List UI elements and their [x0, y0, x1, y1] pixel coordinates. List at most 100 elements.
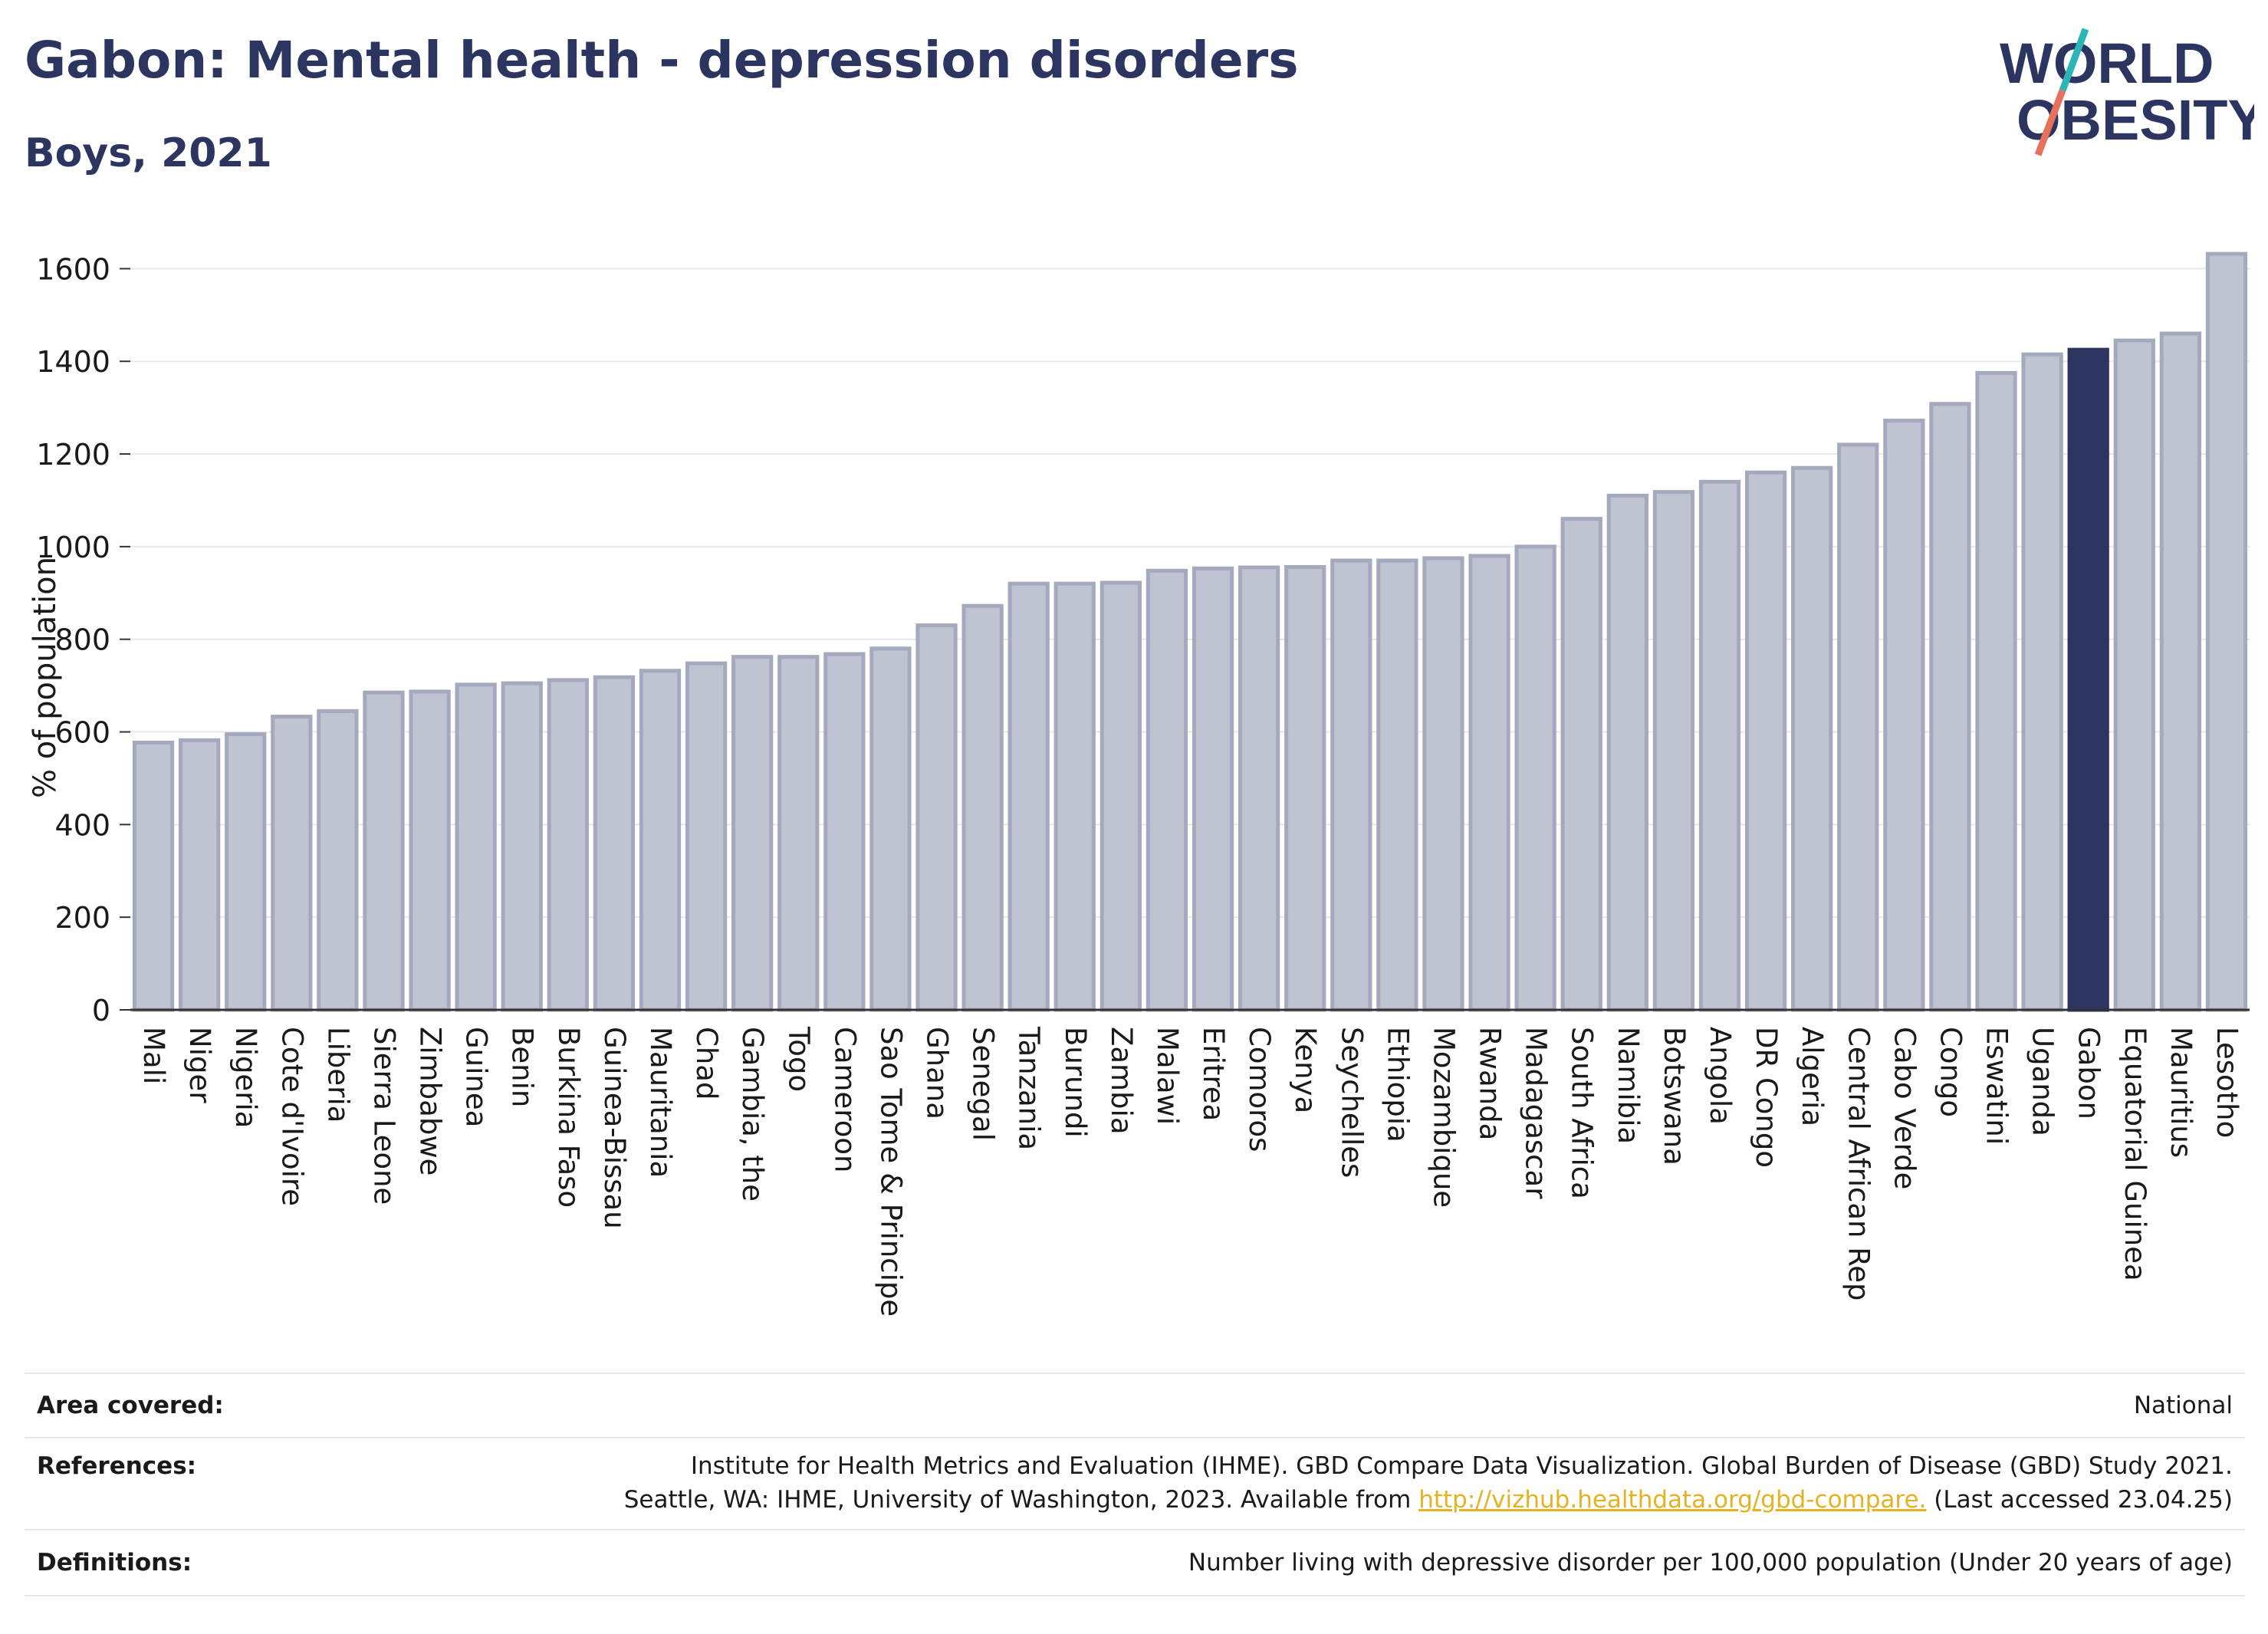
x-tick-label: Zambia — [1105, 1027, 1138, 1135]
references-link[interactable]: http://vizhub.healthdata.org/gbd-compare… — [1418, 1486, 1927, 1514]
x-tick-label: DR Congo — [1750, 1027, 1783, 1168]
x-tick-label: Angola — [1704, 1027, 1737, 1125]
bar — [2159, 331, 2202, 1012]
x-tick-label: Benin — [506, 1027, 539, 1107]
references-line2: Seattle, WA: IHME, University of Washing… — [624, 1483, 2233, 1517]
bar — [547, 678, 589, 1012]
bar — [915, 623, 958, 1012]
bar — [132, 740, 175, 1012]
y-tick-label: 200 — [54, 901, 110, 935]
area-covered-label: Area covered: — [37, 1392, 224, 1419]
x-tick-label: Cote d'Ivoire — [275, 1027, 308, 1206]
definitions-value: Number living with depressive disorder p… — [1188, 1549, 2233, 1576]
x-tick-label: Tanzania — [1013, 1026, 1046, 1150]
y-tick-label: 1200 — [36, 438, 110, 472]
y-tick-label: 0 — [92, 994, 110, 1027]
world-obesity-logo: WORLD OBESITY — [2000, 28, 2254, 156]
bar — [1698, 479, 1741, 1012]
bar — [1192, 566, 1234, 1012]
x-tick-label: Equatorial Guinea — [2118, 1027, 2151, 1281]
bar — [271, 715, 313, 1012]
x-tick-labels: Mali Niger Nigeria Cote d'Ivoire Liberia Sier… — [137, 1026, 2243, 1317]
bar — [178, 738, 221, 1012]
bar — [1929, 402, 1971, 1012]
bar — [409, 689, 451, 1012]
bar — [777, 655, 820, 1012]
bar — [363, 690, 405, 1012]
area-covered-row: Area covered: National — [25, 1373, 2245, 1437]
bar — [1376, 558, 1418, 1012]
bar — [823, 652, 866, 1012]
bar — [2021, 352, 2063, 1012]
x-tick-label: Eritrea — [1197, 1027, 1230, 1121]
bar — [1837, 442, 1879, 1012]
references-line1: Institute for Health Metrics and Evaluat… — [690, 1452, 2233, 1480]
x-tick-label: Eswatini — [1980, 1027, 2013, 1145]
x-tick-label: Ethiopia — [1381, 1027, 1414, 1142]
x-tick-label: Cabo Verde — [1888, 1027, 1921, 1189]
x-tick-label: Nigeria — [229, 1027, 262, 1128]
bar — [961, 603, 1004, 1012]
y-tick-label: 800 — [54, 623, 110, 657]
x-tick-label: Congo — [1934, 1027, 1967, 1117]
info-table: Area covered: National References: Insti… — [25, 1373, 2245, 1596]
bar — [455, 682, 497, 1012]
definitions-label: Definitions: — [37, 1549, 192, 1576]
y-tick-label: 1400 — [36, 345, 110, 379]
x-tick-label: Namibia — [1612, 1027, 1645, 1144]
bar — [1053, 581, 1096, 1012]
bar — [1422, 556, 1464, 1012]
bar — [1744, 470, 1787, 1012]
x-tick-label: Algeria — [1796, 1027, 1829, 1126]
bar — [869, 646, 912, 1012]
x-tick-label: Rwanda — [1474, 1027, 1507, 1140]
bar — [1975, 370, 2017, 1012]
x-tick-label: Mali — [137, 1027, 170, 1084]
x-tick-label: Malawi — [1151, 1027, 1184, 1125]
logo-slash-teal — [2059, 28, 2089, 92]
x-tick-label: Comoros — [1243, 1027, 1276, 1152]
x-tick-label: Zimbabwe — [414, 1027, 447, 1175]
bar — [225, 732, 267, 1012]
references-line2-pre: Seattle, WA: IHME, University of Washing… — [623, 1486, 1419, 1514]
x-tick-label: Gabon — [2072, 1027, 2105, 1119]
references-label: References: — [37, 1452, 197, 1480]
x-tick-label: Sao Tome & Principe — [874, 1027, 907, 1317]
bar-chart: 0 200 400 600 800 1000 1200 1400 1600 Mali Niger N… — [28, 252, 2250, 1317]
bar — [1883, 419, 1925, 1012]
bar — [1652, 490, 1695, 1012]
x-tick-label: Liberia — [321, 1027, 354, 1123]
references-value: Institute for Health Metrics and Evaluat… — [624, 1449, 2245, 1517]
x-tick-label: Mauritius — [2164, 1027, 2197, 1158]
y-axis-label: % of population — [28, 557, 63, 798]
bar — [1146, 568, 1188, 1012]
area-covered-value: National — [2133, 1392, 2233, 1419]
x-tick-label: Madagascar — [1520, 1027, 1553, 1199]
x-tick-label: Guinea-Bissau — [598, 1027, 631, 1229]
x-tick-label: Togo — [782, 1026, 815, 1092]
bars — [132, 252, 2248, 1012]
bar — [1468, 554, 1510, 1012]
bar — [593, 675, 636, 1012]
chart-subtitle: Boys, 2021 — [25, 130, 272, 176]
bar — [639, 669, 682, 1012]
x-tick-label: Burkina Faso — [552, 1027, 585, 1208]
bar — [317, 709, 359, 1012]
x-tick-label: Lesotho — [2210, 1027, 2243, 1138]
y-tick-label: 600 — [54, 716, 110, 750]
bar — [2205, 252, 2248, 1012]
x-tick-label: Central African Rep — [1842, 1027, 1875, 1301]
x-tick-label: Guinea — [460, 1027, 493, 1127]
x-tick-label: Niger — [183, 1027, 216, 1103]
x-tick-label: Seychelles — [1335, 1027, 1368, 1178]
x-tick-label: Botswana — [1658, 1027, 1691, 1165]
bar — [501, 681, 543, 1012]
x-tick-label: Cameroon — [828, 1027, 861, 1172]
x-tick-label: Uganda — [2026, 1027, 2059, 1136]
bar — [1606, 493, 1648, 1012]
bar — [1560, 517, 1602, 1012]
bar — [1007, 581, 1050, 1012]
definitions-row: Definitions: Number living with depressi… — [25, 1529, 2245, 1596]
logo-slash-coral — [2034, 89, 2066, 156]
y-tick-label: 1600 — [36, 252, 110, 286]
